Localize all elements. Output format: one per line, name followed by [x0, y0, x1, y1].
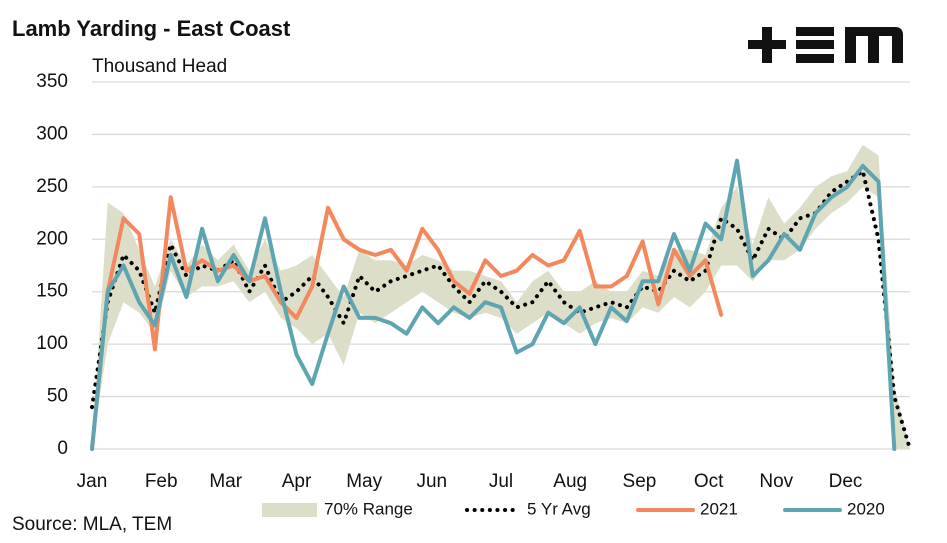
chart-subtitle: Thousand Head — [92, 56, 227, 77]
y-tick-label: 150 — [36, 281, 68, 302]
y-tick-label: 200 — [36, 228, 68, 249]
avg-line — [90, 167, 912, 451]
x-tick-label: Apr — [282, 471, 312, 492]
source-note: Source: MLA, TEM — [12, 514, 172, 535]
x-tick-label: Jan — [77, 471, 108, 492]
series-line — [90, 195, 724, 451]
x-tick-label: Mar — [209, 471, 242, 492]
x-tick-label: May — [346, 471, 382, 492]
x-tick-label: Feb — [145, 471, 178, 492]
x-tick-label: Nov — [759, 471, 793, 492]
logo — [748, 27, 903, 63]
y-tick-label: 300 — [36, 123, 68, 144]
x-tick-label: Sep — [623, 471, 657, 492]
legend-label: 2020 — [847, 499, 885, 518]
legend-label: 2021 — [700, 499, 738, 518]
y-tick-label: 0 — [57, 438, 68, 459]
x-tick-label: Jun — [416, 471, 447, 492]
series-line — [90, 158, 897, 451]
chart-title: Lamb Yarding - East Coast — [12, 16, 291, 41]
y-tick-label: 250 — [36, 176, 68, 197]
plot-area: 0 50 100 150 200 250 300 350 Jan Feb Mar Apr May Jun J… — [36, 71, 912, 492]
y-tick-label: 100 — [36, 333, 68, 354]
legend-label: 5 Yr Avg — [527, 499, 591, 518]
x-tick-label: Aug — [553, 471, 587, 492]
x-tick-label: Jul — [489, 471, 513, 492]
legend-label: 70% Range — [324, 499, 413, 518]
legend: 70% Range 5 Yr Avg 2021 2020 — [262, 499, 885, 518]
range-band — [92, 144, 910, 449]
x-tick-label: Oct — [694, 471, 724, 492]
x-tick-label: Dec — [829, 471, 863, 492]
y-tick-label: 350 — [36, 71, 68, 92]
legend-swatch — [262, 503, 317, 517]
y-tick-label: 50 — [47, 386, 68, 407]
